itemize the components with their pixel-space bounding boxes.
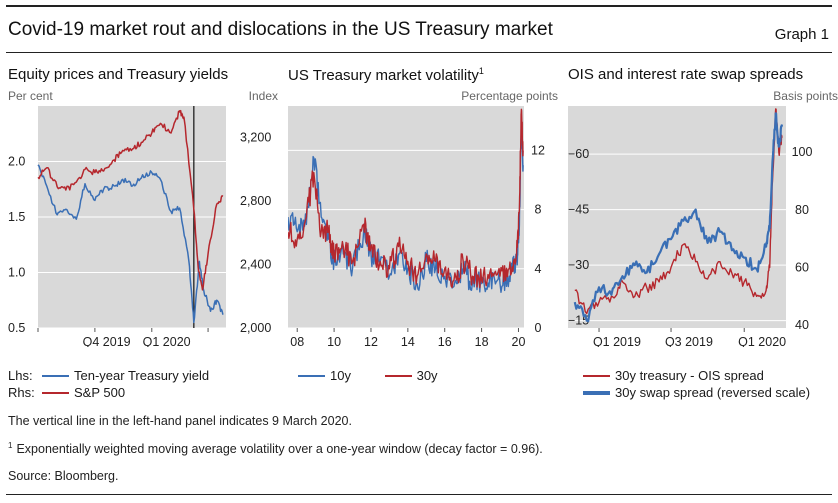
legend-item: Rhs: S&P 500 [8, 384, 209, 401]
x-tick-label: 16 [438, 335, 452, 347]
y-right-tick-label: 2,800 [240, 194, 271, 208]
y-left-tick-label: −30 [568, 258, 589, 272]
legend-item: 30y swap spread (reversed scale) [583, 384, 810, 401]
legend-equity-yields: Lhs: Ten-year Treasury yield Rhs: S&P 500 [8, 367, 209, 401]
top-rule [6, 5, 832, 7]
x-tick-label: Q1 2020 [738, 335, 786, 347]
legend-label: 30y treasury - OIS spread [615, 368, 764, 383]
x-tick-label: 20 [512, 335, 526, 347]
legend-swatch-blue [42, 374, 69, 377]
y-right-tick-label: 60 [795, 260, 809, 274]
legend-volatility: 10y 30y [298, 367, 468, 384]
right-axis-unit: Percentage points [461, 89, 558, 103]
legend-swatch-red [42, 391, 69, 394]
x-tick-label: Q3 2019 [665, 335, 713, 347]
panel-title: US Treasury market volatility1 [288, 66, 484, 84]
legend-label: 30y swap spread (reversed scale) [615, 385, 811, 400]
legend-swatch-blue [583, 390, 610, 395]
title-rule [6, 52, 832, 53]
panel-spreads: OIS and interest rate swap spreads Basis… [568, 62, 838, 347]
x-tick-label: 12 [364, 335, 378, 347]
vertical-line-note: The vertical line in the left-hand panel… [8, 414, 352, 428]
y-right-tick-label: 4 [535, 262, 542, 276]
y-right-tick-label: 0 [535, 321, 542, 335]
y-right-tick-label: 2,400 [240, 258, 271, 272]
panel-title-text: US Treasury market volatility [288, 67, 479, 84]
footnote: 1 Exponentially weighted moving average v… [8, 441, 543, 456]
page-title: Covid-19 market rout and dislocations in… [8, 19, 553, 40]
y-right-tick-label: 100 [792, 145, 813, 159]
y-right-tick-label: 2,000 [240, 321, 271, 335]
legend-prefix: Rhs: [8, 385, 35, 400]
series-line-treasury-ois [574, 108, 783, 315]
legend-item: 30y [384, 368, 438, 383]
right-axis-unit: Basis points [773, 89, 838, 103]
legend-row: 10y 30y [298, 367, 468, 384]
legend-swatch-red [583, 374, 610, 377]
legend-swatch-red [384, 374, 412, 377]
y-right-tick-label: 8 [535, 203, 542, 217]
panel-volatility: US Treasury market volatility1 Percentag… [288, 62, 558, 347]
y-left-tick-label: 1.5 [8, 210, 25, 224]
left-axis-unit: Per cent [8, 89, 53, 103]
footnote-mark: 1 [8, 441, 13, 450]
legend-item: 30y treasury - OIS spread [583, 367, 810, 384]
source-note: Source: Bloomberg. [8, 469, 119, 483]
series-line-30y [288, 108, 524, 289]
panel-title: Equity prices and Treasury yields [8, 66, 229, 83]
chart-equity-yields: 0.5 1.0 1.5 2.0 2,000 2,400 2,800 3,200 Q4 2019 Q… [8, 106, 271, 347]
series-line-treasury-yield [37, 164, 224, 324]
footnote-text: Exponentially weighted moving average vo… [16, 442, 543, 457]
legend-item: 10y [298, 368, 351, 383]
bottom-rule [6, 494, 832, 495]
panel-equity-yields: Equity prices and Treasury yields Per ce… [8, 62, 278, 347]
y-left-tick-label: 2.0 [8, 155, 25, 169]
x-tick-label: 18 [475, 335, 489, 347]
graph-number: Graph 1 [774, 26, 829, 43]
y-right-tick-label: 12 [531, 143, 545, 157]
y-right-tick-label: 3,200 [240, 131, 271, 145]
x-tick-label: Q1 2019 [593, 335, 641, 347]
chart-volatility: 0 4 8 12 08 10 12 14 16 18 20 [288, 106, 545, 347]
chart-spreads: −15 −30 −45 −60 40 60 80 100 Q1 2019 Q3 2019 Q1 20… [568, 106, 813, 347]
right-axis-unit: Index [248, 89, 278, 103]
legend-label: S&P 500 [74, 385, 126, 400]
y-right-tick-label: 80 [795, 203, 809, 217]
legend-item: Lhs: Ten-year Treasury yield [8, 367, 209, 384]
legend-spreads: 30y treasury - OIS spread 30y swap sprea… [583, 367, 810, 401]
legend-swatch-blue [298, 374, 325, 377]
series-line-swap-spread [573, 112, 784, 323]
y-left-tick-label: −45 [568, 203, 589, 217]
footnote-mark: 1 [478, 66, 484, 76]
legend-label: 30y [416, 368, 438, 383]
y-left-tick-label: −15 [568, 314, 589, 328]
plot-area [288, 106, 524, 328]
y-left-tick-label: −60 [568, 147, 589, 161]
panel-title: OIS and interest rate swap spreads [568, 66, 804, 83]
y-left-tick-label: 1.0 [8, 266, 25, 280]
x-tick-label: 10 [327, 335, 341, 347]
x-tick-label: Q1 2020 [143, 335, 191, 347]
x-tick-label: 08 [290, 335, 304, 347]
series-line-sp500 [37, 109, 224, 291]
y-left-tick-label: 0.5 [8, 321, 25, 335]
x-tick-label: 14 [401, 335, 415, 347]
legend-label: 10y [330, 368, 351, 383]
x-tick-label: Q4 2019 [83, 335, 131, 347]
y-right-tick-label: 40 [795, 318, 809, 332]
legend-prefix: Lhs: [8, 368, 33, 383]
legend-label: Ten-year Treasury yield [74, 368, 210, 383]
